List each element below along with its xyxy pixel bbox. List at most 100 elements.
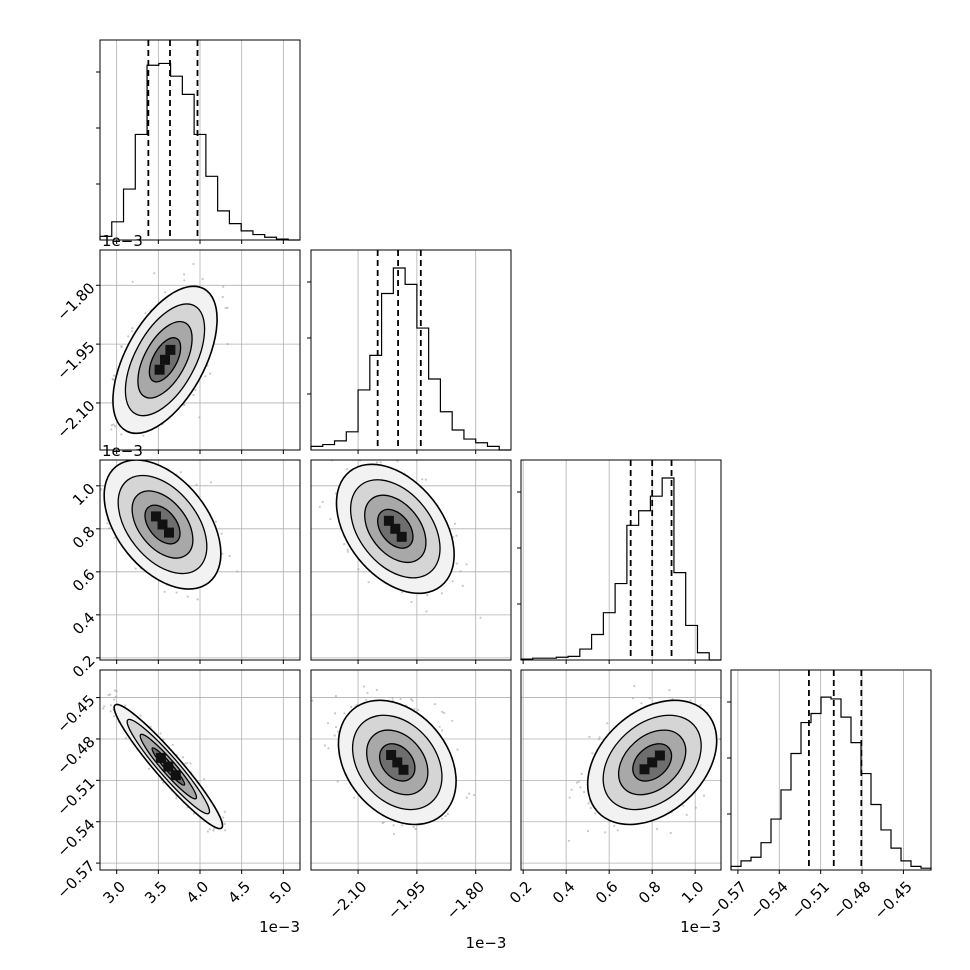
y-tick-label: −0.57 [53, 857, 98, 902]
scatter-point [353, 796, 356, 799]
scatter-point [220, 532, 223, 535]
scatter-point [181, 756, 185, 759]
x-tick-label: −0.45 [871, 878, 916, 923]
scatter-point [333, 734, 336, 737]
scatter-point [109, 693, 112, 696]
scatter-point [441, 817, 444, 820]
scatter-point [183, 279, 186, 282]
scatter-point [112, 423, 115, 426]
offset-label-p1-top: 1e−3 [102, 442, 143, 460]
scatter-point [382, 821, 385, 824]
scatter-point [112, 715, 116, 718]
scatter-point [120, 345, 123, 348]
x-tick-label: 0.2 [506, 878, 536, 908]
scatter-point [685, 813, 688, 817]
scatter-point [631, 697, 635, 700]
scatter-point [175, 591, 178, 594]
scatter-point [346, 550, 349, 553]
scatter-point [164, 291, 167, 294]
scatter-point [131, 327, 134, 330]
scatter-point [196, 598, 199, 601]
scatter-point [454, 522, 457, 525]
scatter-point [162, 738, 165, 741]
panel-frame [310, 459, 512, 661]
x-tick-label: −1.80 [443, 878, 488, 923]
scatter-point [446, 812, 449, 816]
scatter-point [461, 584, 464, 588]
scatter-point [212, 829, 215, 832]
scatter-point [594, 812, 597, 815]
density-peak [151, 511, 161, 522]
scatter-point [441, 729, 444, 732]
panels: 3.0 3.5 4.0 4.5 5.0 −2.10 −1.95 −1.80 0.2 0.4 0.6 0… [53, 39, 932, 952]
scatter-point [343, 712, 346, 715]
histogram-panel-0 [96, 39, 301, 244]
scatter-point [682, 804, 685, 807]
scatter-point [451, 719, 454, 722]
scatter-point [335, 726, 338, 729]
scatter-point [192, 262, 195, 266]
density-layer [92, 447, 239, 601]
scatter-point [224, 829, 227, 832]
density-peak [654, 750, 665, 761]
scatter-point [334, 695, 337, 698]
scatter-point [183, 403, 186, 406]
scatter-point [586, 830, 590, 833]
density-peak [639, 764, 650, 775]
scatter-point [392, 832, 396, 836]
scatter-point [367, 581, 370, 584]
scatter-panel-1-3 [310, 669, 512, 874]
scatter-panel-0-1 [80, 249, 301, 454]
scatter-point [203, 777, 206, 781]
scatter-point [107, 694, 110, 697]
scatter-point [441, 710, 444, 714]
scatter-point [413, 707, 416, 711]
scatter-point [110, 428, 113, 431]
density-layer [95, 679, 227, 833]
scatter-point [440, 592, 443, 595]
offset-label-p2-bottom: 1e−3 [680, 918, 721, 936]
scatter-point [587, 802, 590, 805]
scatter-point [159, 732, 162, 735]
histogram-step-line [730, 696, 932, 870]
scatter-point [113, 536, 116, 540]
scatter-point [689, 699, 692, 702]
scatter-point [333, 712, 337, 715]
scatter-point [175, 797, 178, 800]
scatter-point [92, 447, 94, 449]
scatter-point [113, 689, 117, 692]
x-tick-label: 0.4 [549, 878, 579, 908]
scatter-point [438, 725, 441, 728]
scatter-point [318, 505, 321, 508]
scatter-point [226, 306, 229, 309]
x-tick-label: 3.5 [141, 878, 171, 908]
scatter-point [455, 534, 458, 537]
x-tick-label: −0.57 [705, 878, 750, 923]
scatter-point [366, 691, 369, 695]
scatter-point [323, 744, 326, 747]
density-peak [155, 752, 166, 763]
scatter-panel-1-2 [310, 459, 512, 664]
panel-frame [520, 669, 722, 871]
scatter-point [421, 478, 424, 481]
scatter-point [567, 839, 571, 842]
scatter-point [343, 543, 346, 546]
x-tick-label: 5.0 [266, 878, 296, 908]
offset-labels: 1e−3 1e−3 1e−3 1e−3 1e−3 [102, 232, 721, 952]
scatter-point [80, 436, 82, 438]
scatter-point [375, 688, 378, 692]
scatter-point [396, 460, 399, 463]
scatter-point [346, 548, 349, 551]
scatter-point [95, 679, 97, 681]
scatter-point [575, 781, 579, 784]
scatter-point [171, 743, 174, 746]
scatter-point [433, 703, 436, 706]
density-peak [383, 515, 394, 526]
scatter-point [656, 828, 659, 831]
density-peak [647, 757, 658, 768]
scatter-point [699, 704, 702, 707]
density-peak [157, 519, 168, 530]
x-tick-label: 1.0 [678, 878, 708, 908]
scatter-point [357, 568, 360, 571]
density-peak [386, 750, 397, 760]
